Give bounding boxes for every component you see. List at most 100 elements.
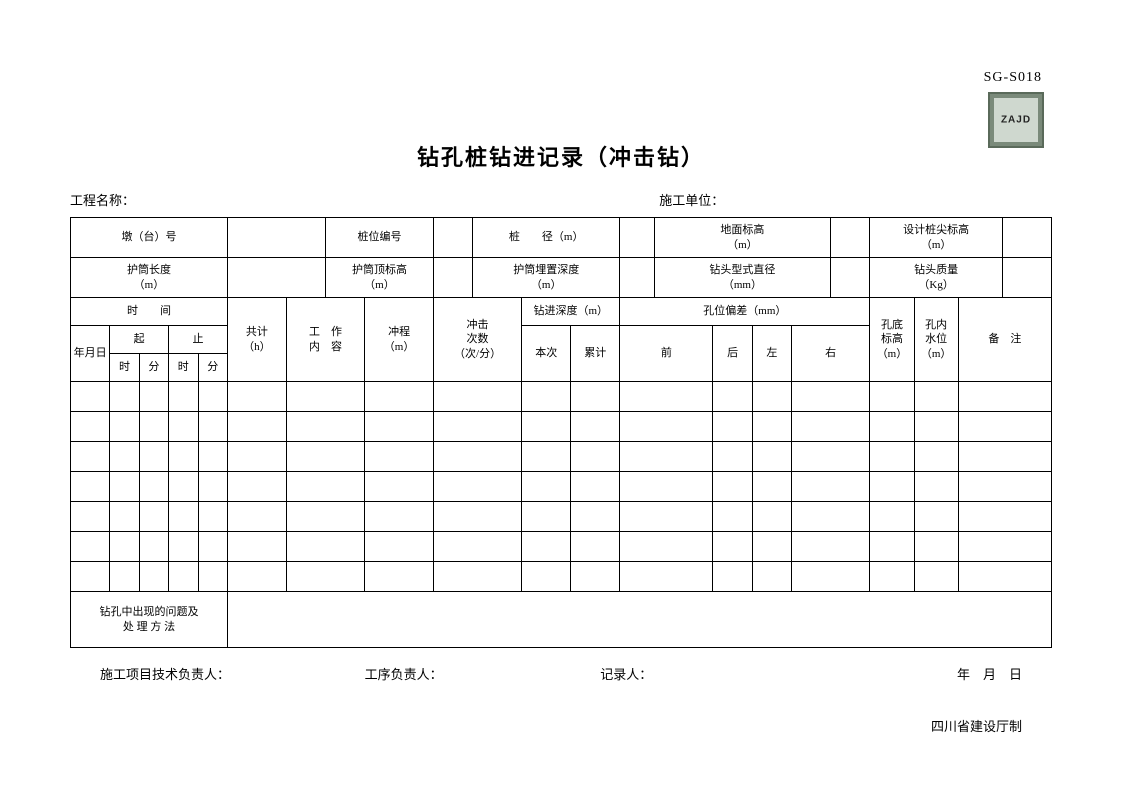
- table-cell[interactable]: [791, 472, 869, 502]
- table-cell[interactable]: [914, 502, 958, 532]
- table-cell[interactable]: [752, 442, 791, 472]
- table-cell[interactable]: [870, 442, 914, 472]
- table-cell[interactable]: [914, 562, 958, 592]
- value-pier-no[interactable]: [227, 218, 325, 258]
- table-cell[interactable]: [71, 532, 110, 562]
- table-cell[interactable]: [571, 532, 620, 562]
- table-cell[interactable]: [870, 502, 914, 532]
- table-cell[interactable]: [870, 412, 914, 442]
- table-cell[interactable]: [198, 532, 227, 562]
- table-cell[interactable]: [620, 382, 713, 412]
- table-cell[interactable]: [433, 502, 521, 532]
- table-cell[interactable]: [139, 472, 168, 502]
- table-cell[interactable]: [958, 532, 1051, 562]
- table-cell[interactable]: [110, 472, 139, 502]
- table-cell[interactable]: [522, 472, 571, 502]
- value-design-tip-elev[interactable]: [1002, 218, 1051, 258]
- table-cell[interactable]: [227, 412, 286, 442]
- table-cell[interactable]: [198, 562, 227, 592]
- table-cell[interactable]: [571, 472, 620, 502]
- table-cell[interactable]: [752, 532, 791, 562]
- table-cell[interactable]: [522, 442, 571, 472]
- table-cell[interactable]: [286, 532, 364, 562]
- table-cell[interactable]: [571, 562, 620, 592]
- table-cell[interactable]: [110, 382, 139, 412]
- table-cell[interactable]: [433, 442, 521, 472]
- table-cell[interactable]: [433, 382, 521, 412]
- table-cell[interactable]: [522, 412, 571, 442]
- table-cell[interactable]: [169, 412, 198, 442]
- table-cell[interactable]: [958, 562, 1051, 592]
- table-cell[interactable]: [914, 532, 958, 562]
- value-ground-elev[interactable]: [831, 218, 870, 258]
- table-cell[interactable]: [198, 412, 227, 442]
- table-cell[interactable]: [870, 382, 914, 412]
- table-cell[interactable]: [71, 502, 110, 532]
- table-cell[interactable]: [522, 532, 571, 562]
- table-cell[interactable]: [169, 532, 198, 562]
- table-cell[interactable]: [522, 562, 571, 592]
- table-cell[interactable]: [365, 502, 434, 532]
- table-cell[interactable]: [620, 442, 713, 472]
- table-cell[interactable]: [752, 382, 791, 412]
- table-cell[interactable]: [169, 562, 198, 592]
- value-pile-no[interactable]: [433, 218, 472, 258]
- value-casing-depth[interactable]: [620, 258, 654, 298]
- value-issues[interactable]: [227, 592, 1051, 648]
- table-cell[interactable]: [139, 382, 168, 412]
- table-cell[interactable]: [620, 472, 713, 502]
- table-cell[interactable]: [71, 412, 110, 442]
- table-cell[interactable]: [713, 412, 752, 442]
- table-cell[interactable]: [110, 532, 139, 562]
- table-cell[interactable]: [713, 532, 752, 562]
- table-cell[interactable]: [198, 502, 227, 532]
- table-cell[interactable]: [139, 562, 168, 592]
- table-cell[interactable]: [286, 412, 364, 442]
- table-cell[interactable]: [571, 502, 620, 532]
- table-cell[interactable]: [713, 562, 752, 592]
- table-cell[interactable]: [791, 502, 869, 532]
- value-pile-dia[interactable]: [620, 218, 654, 258]
- table-cell[interactable]: [522, 502, 571, 532]
- table-cell[interactable]: [713, 382, 752, 412]
- table-cell[interactable]: [71, 472, 110, 502]
- table-cell[interactable]: [958, 382, 1051, 412]
- table-cell[interactable]: [914, 382, 958, 412]
- table-cell[interactable]: [791, 442, 869, 472]
- table-cell[interactable]: [110, 562, 139, 592]
- table-cell[interactable]: [791, 562, 869, 592]
- table-cell[interactable]: [713, 502, 752, 532]
- table-cell[interactable]: [365, 382, 434, 412]
- table-cell[interactable]: [286, 502, 364, 532]
- table-cell[interactable]: [139, 412, 168, 442]
- value-drill-weight[interactable]: [1002, 258, 1051, 298]
- table-cell[interactable]: [139, 532, 168, 562]
- table-cell[interactable]: [139, 442, 168, 472]
- table-cell[interactable]: [286, 562, 364, 592]
- table-cell[interactable]: [571, 382, 620, 412]
- table-cell[interactable]: [620, 502, 713, 532]
- table-cell[interactable]: [571, 442, 620, 472]
- table-cell[interactable]: [365, 472, 434, 502]
- table-cell[interactable]: [433, 412, 521, 442]
- table-cell[interactable]: [620, 562, 713, 592]
- table-cell[interactable]: [791, 412, 869, 442]
- table-cell[interactable]: [198, 472, 227, 502]
- table-cell[interactable]: [620, 532, 713, 562]
- table-cell[interactable]: [958, 472, 1051, 502]
- table-cell[interactable]: [169, 502, 198, 532]
- table-cell[interactable]: [433, 532, 521, 562]
- table-cell[interactable]: [791, 382, 869, 412]
- table-cell[interactable]: [227, 472, 286, 502]
- table-cell[interactable]: [71, 442, 110, 472]
- table-cell[interactable]: [110, 412, 139, 442]
- table-cell[interactable]: [71, 562, 110, 592]
- table-cell[interactable]: [169, 382, 198, 412]
- table-cell[interactable]: [620, 412, 713, 442]
- table-cell[interactable]: [713, 472, 752, 502]
- table-cell[interactable]: [958, 412, 1051, 442]
- table-cell[interactable]: [791, 532, 869, 562]
- table-cell[interactable]: [958, 502, 1051, 532]
- table-cell[interactable]: [169, 442, 198, 472]
- table-cell[interactable]: [752, 502, 791, 532]
